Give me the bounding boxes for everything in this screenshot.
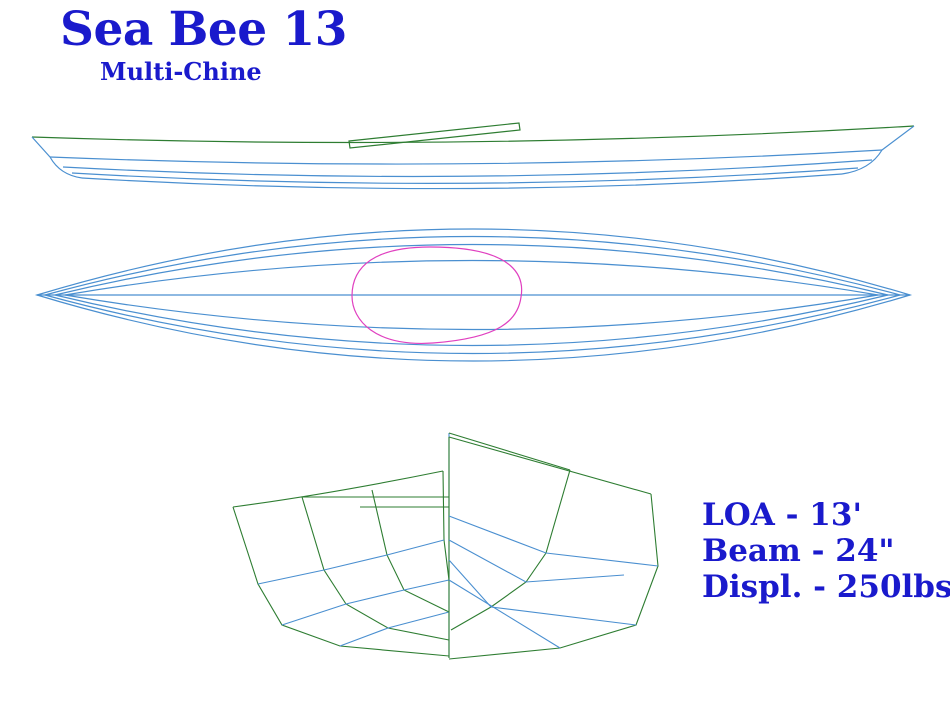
forward-waterline-3	[448, 559, 637, 626]
profile-view	[31, 122, 915, 190]
aft-waterline-2	[281, 579, 450, 626]
profile-chine-3	[71, 167, 859, 184]
specifications: LOA - 13' Beam - 24" Displ. - 250lbs	[702, 497, 950, 605]
aft-deck-line	[232, 470, 444, 508]
plan-view	[34, 228, 913, 362]
drawing-title: Sea Bee 13	[60, 2, 347, 57]
aft-section-4	[442, 470, 450, 581]
profile-stem-line	[31, 136, 51, 158]
forward-deck-line	[448, 436, 652, 495]
cockpit-coaming-profile	[348, 122, 521, 149]
aft-waterline-3	[339, 611, 450, 647]
forward-section-2	[450, 469, 571, 631]
profile-stern-curve	[841, 149, 883, 175]
forward-waterline-4	[448, 579, 561, 649]
forward-stem-top	[448, 432, 571, 471]
forward-section-outer	[448, 493, 659, 660]
profile-stern-line	[881, 125, 915, 151]
profile-chine-2	[62, 159, 873, 178]
aft-section-3	[371, 489, 450, 613]
profile-stem-curve	[49, 156, 83, 179]
aft-waterline-1	[257, 539, 445, 585]
spec-displacement: Displ. - 250lbs	[702, 569, 950, 605]
aft-sections	[232, 470, 450, 657]
forward-sections	[448, 432, 659, 660]
body-plan-view	[232, 432, 659, 660]
profile-sheer-line	[31, 125, 915, 144]
forward-waterline-2	[448, 539, 625, 583]
forward-waterline-1	[448, 515, 659, 567]
drawing-subtitle: Multi-Chine	[100, 57, 262, 86]
cockpit-opening	[351, 246, 523, 344]
aft-waterlines	[257, 539, 450, 647]
profile-keel-line	[81, 173, 843, 190]
spec-loa: LOA - 13'	[702, 497, 862, 533]
forward-waterlines	[448, 515, 659, 649]
profile-chine-1	[49, 149, 883, 165]
spec-beam: Beam - 24"	[702, 533, 895, 569]
aft-section-2	[301, 496, 450, 641]
